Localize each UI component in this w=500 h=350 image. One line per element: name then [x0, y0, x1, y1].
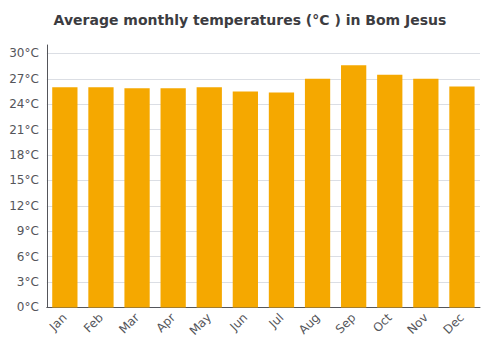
- svg-text:12°C: 12°C: [9, 199, 39, 213]
- svg-text:Feb: Feb: [81, 311, 106, 336]
- svg-text:30°C: 30°C: [9, 46, 39, 60]
- svg-text:Nov: Nov: [404, 311, 430, 337]
- svg-text:18°C: 18°C: [9, 148, 39, 162]
- svg-text:Apr: Apr: [154, 310, 179, 335]
- svg-text:Mar: Mar: [116, 310, 142, 336]
- svg-text:Jan: Jan: [46, 311, 70, 335]
- svg-text:21°C: 21°C: [9, 123, 39, 137]
- svg-text:15°C: 15°C: [9, 173, 39, 187]
- svg-text:6°C: 6°C: [17, 250, 39, 264]
- svg-text:Oct: Oct: [370, 310, 395, 335]
- svg-text:24°C: 24°C: [9, 97, 39, 111]
- svg-text:3°C: 3°C: [17, 275, 39, 289]
- svg-text:27°C: 27°C: [9, 72, 39, 86]
- svg-text:Sep: Sep: [333, 311, 359, 337]
- svg-text:9°C: 9°C: [17, 224, 39, 238]
- svg-text:0°C: 0°C: [17, 300, 39, 314]
- svg-text:Jun: Jun: [226, 311, 250, 335]
- svg-text:Average monthly temperatures (: Average monthly temperatures (°C ) in Bo…: [54, 12, 447, 28]
- svg-text:Aug: Aug: [296, 311, 322, 337]
- svg-text:Jul: Jul: [266, 311, 287, 332]
- svg-text:Dec: Dec: [441, 311, 467, 337]
- svg-text:May: May: [187, 311, 214, 338]
